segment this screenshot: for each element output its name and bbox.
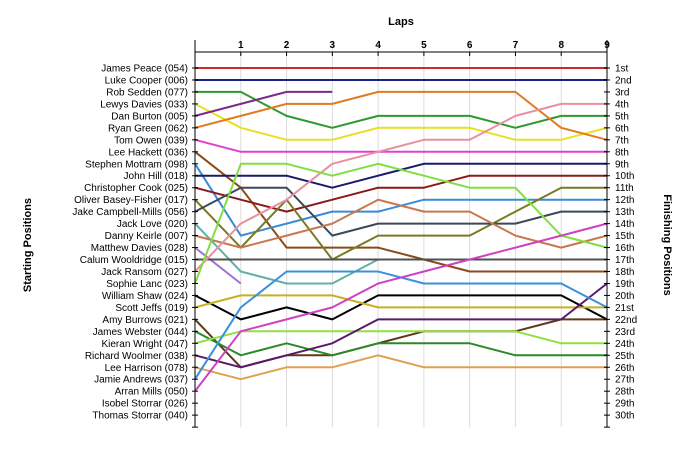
finish-position-label: 16th [615, 243, 634, 254]
series-line [194, 138, 607, 153]
start-position-label: Jamie Andrews (037) [94, 375, 188, 386]
series-line [194, 330, 607, 345]
start-position-label: Lee Hackett (036) [109, 147, 189, 158]
series-line [194, 222, 608, 392]
lap-tick-label: 9 [604, 40, 610, 51]
start-position-label: Amy Burrows (021) [102, 315, 188, 326]
finish-position-label: 2nd [615, 75, 632, 86]
finish-position-label: 14th [615, 219, 634, 230]
lap-tick-label: 6 [467, 40, 473, 51]
start-position-label: Rob Sedden (077) [106, 87, 188, 98]
lap-tick-label: 8 [558, 40, 564, 51]
finish-position-label: 4th [615, 99, 629, 110]
finish-position-label: 1st [615, 64, 629, 75]
start-position-label: Richard Woolmer (038) [85, 351, 188, 362]
series-line [194, 294, 607, 309]
series-line [194, 186, 607, 261]
lap-tick-label: 7 [513, 40, 519, 51]
finish-position-label: 7th [615, 135, 629, 146]
series-line [194, 186, 607, 237]
finish-position-label: 9th [615, 159, 629, 170]
start-position-label: James Peace (054) [101, 64, 188, 75]
finish-position-label: 3rd [615, 87, 629, 98]
start-position-label: Scott Jeffs (019) [115, 303, 188, 314]
start-position-label: James Webster (044) [93, 327, 188, 338]
lap-tick-label: 2 [284, 40, 290, 51]
series-line [194, 102, 607, 273]
finish-position-label: 13th [615, 207, 634, 218]
finish-position-label: 22nd [615, 315, 637, 326]
start-position-label: Jack Love (020) [117, 219, 188, 230]
start-position-label: John Hill (018) [124, 171, 188, 182]
start-position-label: Luke Cooper (006) [105, 75, 188, 86]
finish-position-label: 18th [615, 267, 634, 278]
series-line [194, 282, 608, 369]
finish-position-label: 10th [615, 171, 634, 182]
start-position-label: Ryan Green (062) [108, 123, 188, 134]
finish-position-label: 24th [615, 339, 634, 350]
finish-position-label: 23rd [615, 327, 635, 338]
start-position-label: William Shaw (024) [102, 291, 188, 302]
series-line [195, 90, 607, 129]
lap-tick-label: 3 [330, 40, 336, 51]
finish-position-label: 27th [615, 375, 634, 386]
start-position-label: Danny Keirle (007) [105, 231, 188, 242]
series-line [194, 103, 608, 141]
lap-tick-label: 1 [238, 40, 244, 51]
start-position-label: Lewys Davies (033) [100, 99, 188, 110]
series-line [194, 330, 607, 357]
start-position-label: Jack Ransom (027) [101, 267, 188, 278]
start-position-label: Thomas Storrar (040) [92, 411, 188, 422]
lap-tick-label: 4 [375, 40, 381, 51]
start-position-label: Jake Campbell-Mills (056) [72, 207, 188, 218]
series-line [194, 162, 608, 284]
finish-position-label: 29th [615, 399, 634, 410]
finish-position-label: 6th [615, 123, 629, 134]
finish-position-label: 17th [615, 255, 634, 266]
right-axis-title: Finishing Positions [661, 194, 673, 295]
finish-position-label: 11th [615, 183, 634, 194]
start-position-label: Christopher Cook (025) [84, 183, 188, 194]
start-position-label: Calum Wooldridge (015) [80, 255, 188, 266]
series-line [194, 151, 607, 273]
start-position-label: Stephen Mottram (098) [85, 159, 188, 170]
finish-position-label: 12th [615, 195, 634, 206]
finish-position-label: 21st [615, 303, 634, 314]
finish-position-label: 20th [615, 291, 634, 302]
finish-position-label: 5th [615, 111, 629, 122]
series-line [194, 246, 242, 285]
start-position-label: Isobel Storrar (026) [102, 399, 188, 410]
start-position-label: Lee Harrison (078) [105, 363, 188, 374]
finish-position-label: 28th [615, 387, 634, 398]
finish-position-label: 19th [615, 279, 634, 290]
finish-position-label: 30th [615, 411, 634, 422]
series-line [194, 294, 608, 321]
finish-position-label: 26th [615, 363, 634, 374]
series-line [194, 163, 607, 237]
start-position-label: Arran Mills (050) [115, 387, 188, 398]
series-layer [194, 67, 608, 392]
start-position-label: Kieran Wright (047) [101, 339, 188, 350]
lap-tick-label: 5 [421, 40, 427, 51]
top-axis-title: Laps [388, 16, 414, 28]
start-position-label: Oliver Basey-Fisher (017) [74, 195, 188, 206]
axis-layer: 1 2 3 4 5 6 7 8 9 James Peace (054)Luke Cooper (0… [72, 40, 637, 428]
start-position-label: Tom Owen (039) [114, 135, 188, 146]
finish-position-label: 25th [615, 351, 634, 362]
finish-position-label: 15th [615, 231, 634, 242]
left-axis-title: Starting Positions [22, 198, 34, 292]
series-line [194, 174, 607, 213]
start-position-label: Matthew Davies (028) [91, 243, 188, 254]
series-line [194, 90, 333, 117]
finish-position-label: 8th [615, 147, 629, 158]
series-line [194, 354, 607, 381]
start-position-label: Sophie Lanc (023) [106, 279, 188, 290]
start-position-label: Dan Burton (005) [111, 111, 188, 122]
